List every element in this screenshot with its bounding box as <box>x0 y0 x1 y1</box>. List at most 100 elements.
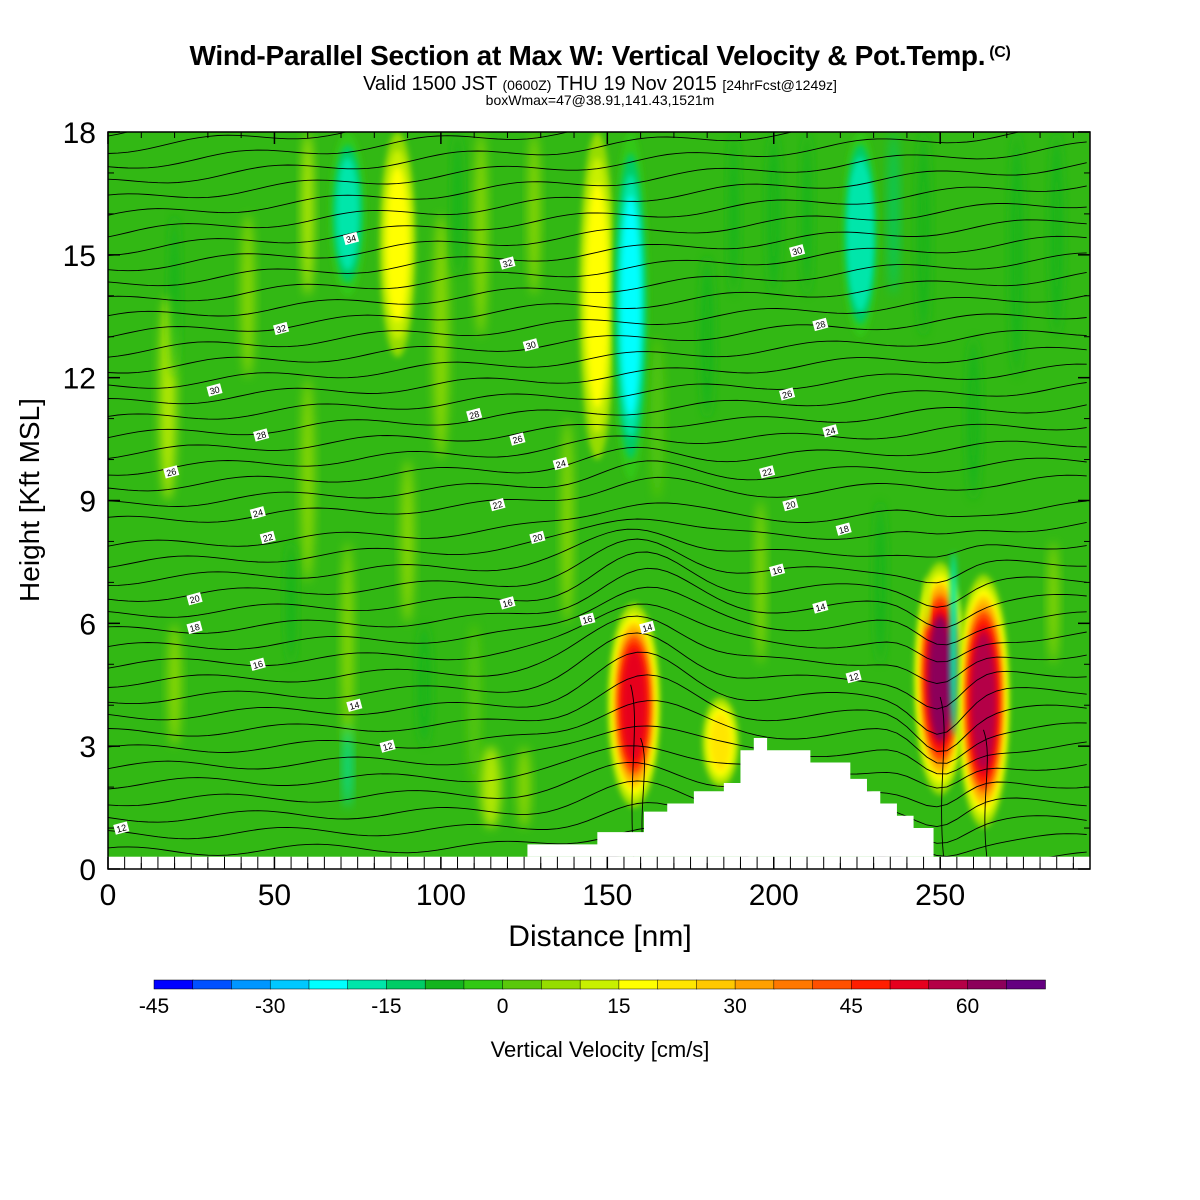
w-feature-0-level-2 <box>386 167 409 322</box>
contour-label-text-8: 26 <box>781 388 793 400</box>
contour-label-bg-29 <box>845 669 862 684</box>
w-texture-11 <box>1010 132 1024 378</box>
contour-label-bg-23 <box>769 563 786 577</box>
colorbar-tick-label-0: 0 <box>497 995 509 1018</box>
subtitle-date: THU 19 Nov 2015 <box>556 73 717 95</box>
contour-label-27: 14 <box>812 600 829 614</box>
contour-label-bg-0 <box>342 231 360 246</box>
contour-label-text-22: 16 <box>501 597 513 609</box>
w-feature-3-level-3 <box>620 195 641 417</box>
w-texture-3 <box>432 213 449 460</box>
contour-label-bg-31 <box>379 739 396 753</box>
theta-contour-27 <box>108 346 1087 405</box>
potential-temperature-contours <box>108 132 1087 866</box>
w-texture-6 <box>728 132 740 296</box>
contour-label-bg-22 <box>499 596 516 610</box>
w-texture-20 <box>169 213 180 378</box>
contour-label-text-24: 18 <box>189 622 201 634</box>
colorbar: -45 -30 -15 0 15 30 45 60 <box>139 979 1046 1018</box>
contour-label-bg-18 <box>259 530 276 544</box>
theta-contour-20 <box>108 474 1087 523</box>
colorbar-box-7 <box>424 979 465 990</box>
theta-contour-29 <box>108 313 1087 374</box>
w-texture-17 <box>755 500 766 665</box>
contour-label-bg-12 <box>163 465 180 479</box>
contour-label-text-9: 28 <box>255 429 267 441</box>
colorbar-box-2 <box>231 979 271 990</box>
y-tick-label-3: 3 <box>79 731 96 764</box>
theta-contour-33 <box>108 235 1087 302</box>
contour-label-bg-28 <box>249 657 266 671</box>
theta-contour-37 <box>108 162 1087 238</box>
w-texture-18 <box>874 500 887 665</box>
colorbar-box-9 <box>502 979 543 990</box>
contour-label-bg-17 <box>782 497 799 512</box>
w-texture-29 <box>700 254 714 419</box>
y-tick-label-0: 0 <box>79 854 96 887</box>
contour-label-1: 32 <box>499 256 516 270</box>
colorbar-box-13 <box>657 979 698 990</box>
contour-label-29: 12 <box>845 669 862 684</box>
chart-subtitle: Valid 1500 JST (0600Z) THU 19 Nov 2015 [… <box>0 73 1200 96</box>
terrain-mountain <box>527 737 941 857</box>
contour-label-text-6: 30 <box>209 384 221 396</box>
theta-contour-4 <box>108 761 1087 808</box>
contour-label-text-19: 20 <box>531 532 543 544</box>
contour-label-text-31: 12 <box>382 741 394 753</box>
w-texture-31 <box>400 459 415 624</box>
x-tick-label-50: 50 <box>258 879 291 912</box>
x-tick-label-200: 200 <box>749 879 799 912</box>
contour-label-text-25: 16 <box>581 614 593 626</box>
colorbar-box-22 <box>1006 979 1046 990</box>
contour-label-bg-25 <box>579 612 596 626</box>
contour-label-text-21: 20 <box>189 593 201 605</box>
contour-label-text-11: 24 <box>824 425 836 437</box>
theta-vertical-contour-2 <box>939 696 945 857</box>
w-texture-27 <box>301 132 314 296</box>
theta-contour-9 <box>108 651 1087 735</box>
contour-label-text-5: 28 <box>814 319 826 331</box>
contour-label-bg-20 <box>835 522 852 536</box>
terrain-mask <box>108 737 1090 869</box>
contour-label-23: 16 <box>769 563 786 577</box>
w-texture-5 <box>528 132 541 296</box>
contour-label-text-2: 30 <box>791 245 803 257</box>
w-texture-28 <box>650 336 664 501</box>
axes: 0 50 100 150 200 250 0 3 6 9 12 15 18 <box>63 117 1090 912</box>
contour-label-bg-8 <box>779 387 796 401</box>
colorbar-box-5 <box>347 979 388 990</box>
contour-label-22: 16 <box>499 596 516 610</box>
theta-contour-43 <box>108 132 130 137</box>
w-texture-8 <box>801 132 813 296</box>
contour-label-text-26: 14 <box>641 622 653 634</box>
theta-contour-23 <box>108 423 1087 476</box>
w-texture-24 <box>343 725 353 808</box>
contour-label-bg-14 <box>759 465 776 479</box>
contour-label-20: 18 <box>835 522 852 536</box>
chart-subtitle-2: boxWmax=47@38.91,141.43,1521m <box>485 92 715 108</box>
colorbar-tick-label-15: 15 <box>607 995 630 1018</box>
theta-contour-39 <box>108 132 1021 199</box>
contour-label-bg-13 <box>552 457 569 471</box>
w-texture-25 <box>480 746 501 829</box>
w-texture-13 <box>167 623 182 747</box>
theta-contour-14 <box>108 567 1087 634</box>
colorbar-tick-label-60: 60 <box>956 995 979 1018</box>
y-tick-label-12: 12 <box>63 363 96 396</box>
subtitle-forecast: [24hrFcst@1249z] <box>722 77 837 93</box>
contour-label-text-16: 24 <box>252 507 264 519</box>
colorbar-tick-label--15: -15 <box>371 995 401 1018</box>
contour-label-21: 20 <box>186 592 203 606</box>
contour-label-text-1: 32 <box>501 257 513 269</box>
contour-label-text-18: 22 <box>262 532 274 544</box>
contour-label-text-15: 22 <box>491 499 503 511</box>
colorbar-box-1 <box>192 979 233 990</box>
colorbar-tick-label--30: -30 <box>255 995 285 1018</box>
w-texture-9 <box>888 132 899 296</box>
colorbar-box-0 <box>153 979 194 990</box>
theta-contour-18 <box>108 518 1087 569</box>
contour-label-text-14: 22 <box>761 466 773 478</box>
y-tick-label-18: 18 <box>63 117 96 150</box>
contour-label-text-28: 16 <box>252 659 264 671</box>
contour-label-15: 22 <box>489 497 506 512</box>
